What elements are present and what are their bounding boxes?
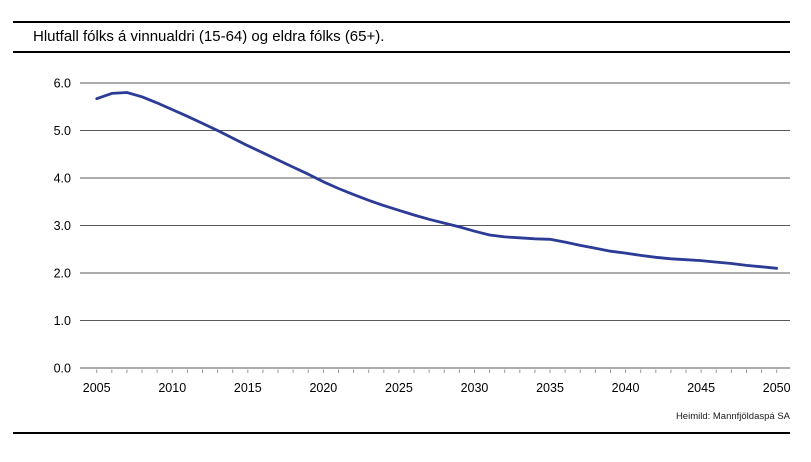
y-tick-label: 1.0 [54,314,71,328]
bottom-rule [13,432,790,434]
x-tick-label: 2050 [763,381,791,395]
x-tick-label: 2040 [612,381,640,395]
source-note: Heimild: Mannfjöldaspá SA [675,411,790,422]
y-tick-label: 6.0 [54,77,71,91]
x-tick-label: 2015 [234,381,262,395]
title-underline-rule [13,51,790,53]
y-tick-label: 4.0 [54,172,71,186]
x-tick-label: 2010 [158,381,186,395]
data-line [95,91,779,270]
x-tick-label: 2005 [83,381,111,395]
top-rule [13,21,790,23]
chart-title: Hlutfall fólks á vinnualdri (15-64) og e… [33,28,385,45]
y-tick-label: 2.0 [54,267,71,281]
y-tick-label: 0.0 [54,362,71,376]
x-tick-label: 2025 [385,381,413,395]
x-tick-label: 2045 [687,381,715,395]
y-tick-label: 5.0 [54,124,71,138]
y-tick-label: 3.0 [54,219,71,233]
x-tick-label: 2035 [536,381,564,395]
x-tick-label: 2020 [309,381,337,395]
x-tick-label: 2030 [461,381,489,395]
